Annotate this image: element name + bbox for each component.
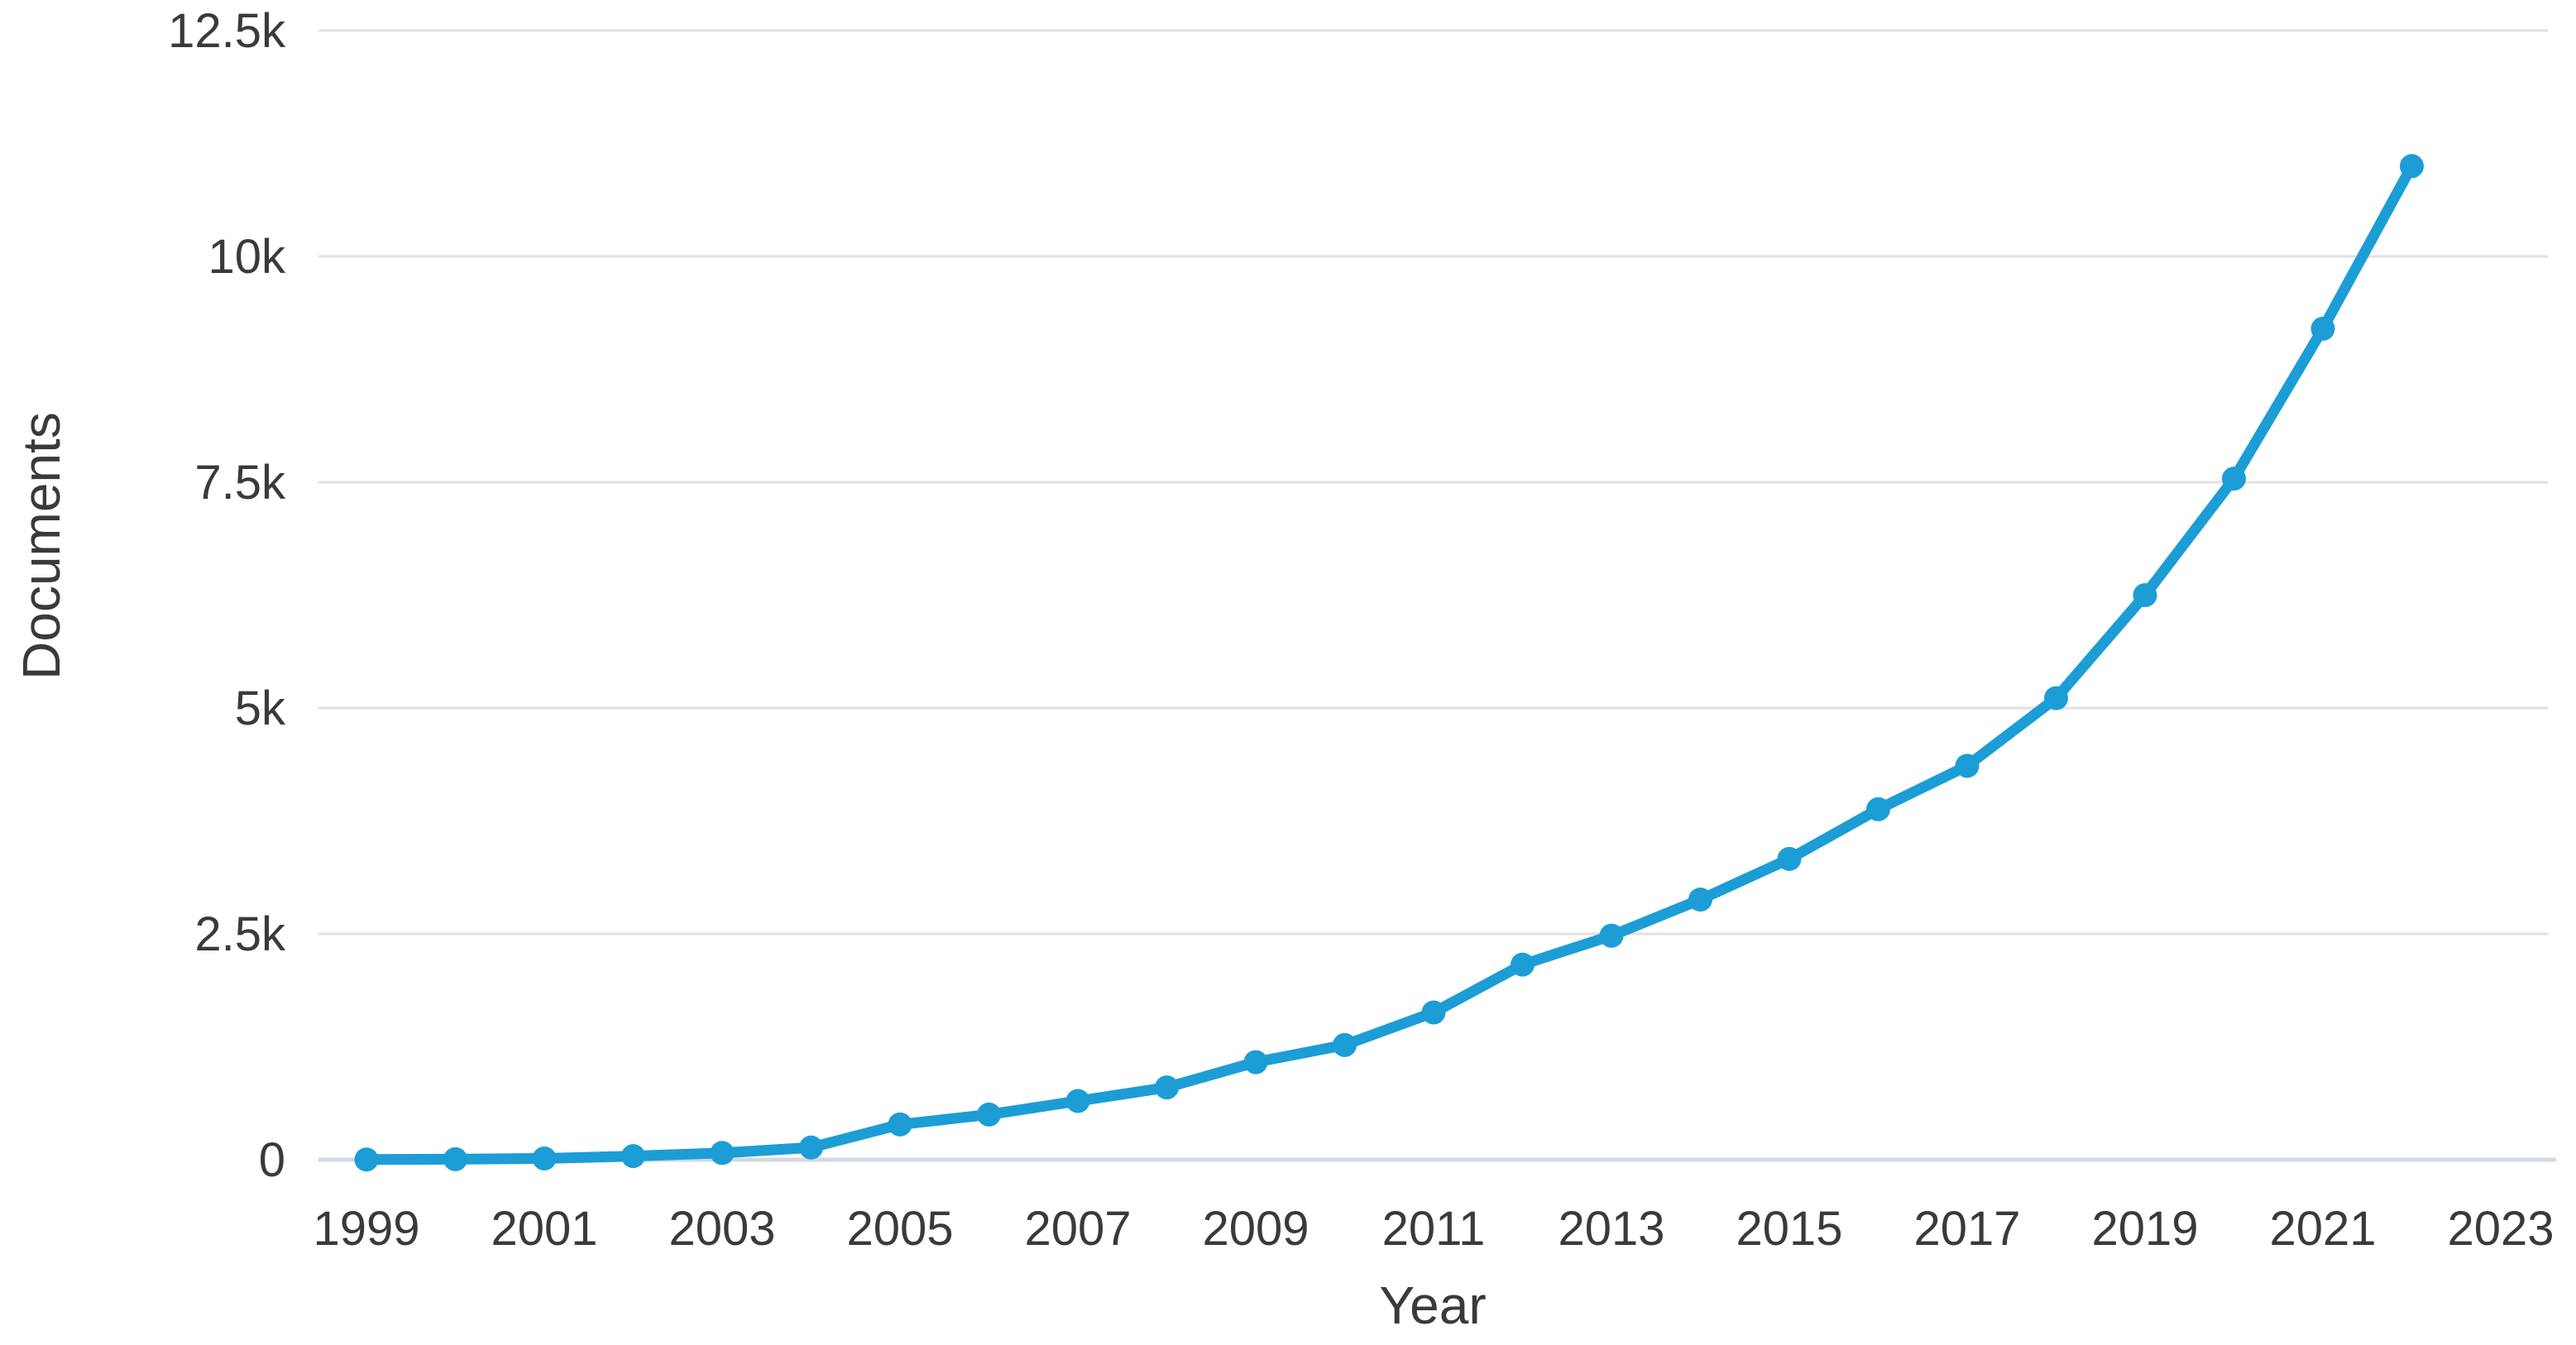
data-point-2005[interactable] [888, 1112, 912, 1137]
data-point-2000[interactable] [443, 1146, 467, 1171]
x-tick-label: 2007 [1024, 1202, 1131, 1256]
data-point-2001[interactable] [532, 1146, 557, 1170]
data-point-2016[interactable] [1866, 797, 1890, 821]
x-tick-label: 2009 [1202, 1202, 1309, 1256]
x-tick-label: 2005 [846, 1202, 953, 1256]
y-tick-label: 0 [259, 1133, 285, 1187]
data-point-2002[interactable] [621, 1144, 645, 1169]
y-axis-tick-labels: 0 2.5k 5k 7.5k 10k 12.5k [168, 4, 286, 1187]
data-point-2022[interactable] [2400, 154, 2424, 179]
x-tick-label: 2023 [2447, 1202, 2554, 1256]
y-tick-label: 10k [208, 230, 286, 284]
data-point-2007[interactable] [1065, 1089, 1090, 1113]
trend-line [361, 160, 2417, 1166]
data-point-2003[interactable] [710, 1141, 735, 1166]
data-point-2011[interactable] [1421, 1000, 1446, 1025]
data-point-2013[interactable] [1599, 923, 1624, 948]
x-tick-label: 2003 [668, 1202, 775, 1256]
data-point-2015[interactable] [1777, 846, 1802, 871]
x-tick-label: 2001 [491, 1202, 597, 1256]
data-point-2020[interactable] [2222, 467, 2246, 491]
data-point-2021[interactable] [2310, 316, 2335, 341]
x-tick-label: 2021 [2269, 1202, 2376, 1256]
data-point-2006[interactable] [977, 1102, 1001, 1127]
x-tick-label: 2013 [1558, 1202, 1664, 1256]
data-point-1999[interactable] [354, 1147, 379, 1172]
y-tick-label: 12.5k [168, 4, 286, 58]
x-axis-tick-labels: 1999 2001 2003 2005 2007 2009 2011 2013 2015 2017… [313, 1202, 2554, 1256]
data-point-2018[interactable] [2044, 686, 2068, 711]
data-point-2017[interactable] [1955, 754, 1980, 778]
y-tick-label: 5k [235, 682, 286, 735]
data-point-2012[interactable] [1511, 952, 1535, 977]
y-axis-title: Documents [12, 412, 71, 680]
data-point-2014[interactable] [1688, 888, 1712, 912]
gridlines [318, 29, 2556, 1162]
x-tick-label: 1999 [313, 1202, 419, 1256]
x-tick-label: 2017 [1913, 1202, 2020, 1256]
data-point-2010[interactable] [1333, 1032, 1357, 1057]
x-axis-title: Year [1379, 1276, 1486, 1335]
y-tick-label: 7.5k [194, 456, 286, 510]
data-point-2019[interactable] [2133, 583, 2157, 607]
data-point-2009[interactable] [1243, 1050, 1268, 1075]
data-point-2004[interactable] [799, 1135, 823, 1160]
x-tick-label: 2019 [2091, 1202, 2198, 1256]
data-point-2008[interactable] [1155, 1075, 1179, 1100]
x-tick-label: 2015 [1736, 1202, 1842, 1256]
x-tick-label: 2011 [1382, 1202, 1486, 1256]
data-point-markers [354, 154, 2424, 1172]
y-tick-label: 2.5k [194, 907, 286, 961]
